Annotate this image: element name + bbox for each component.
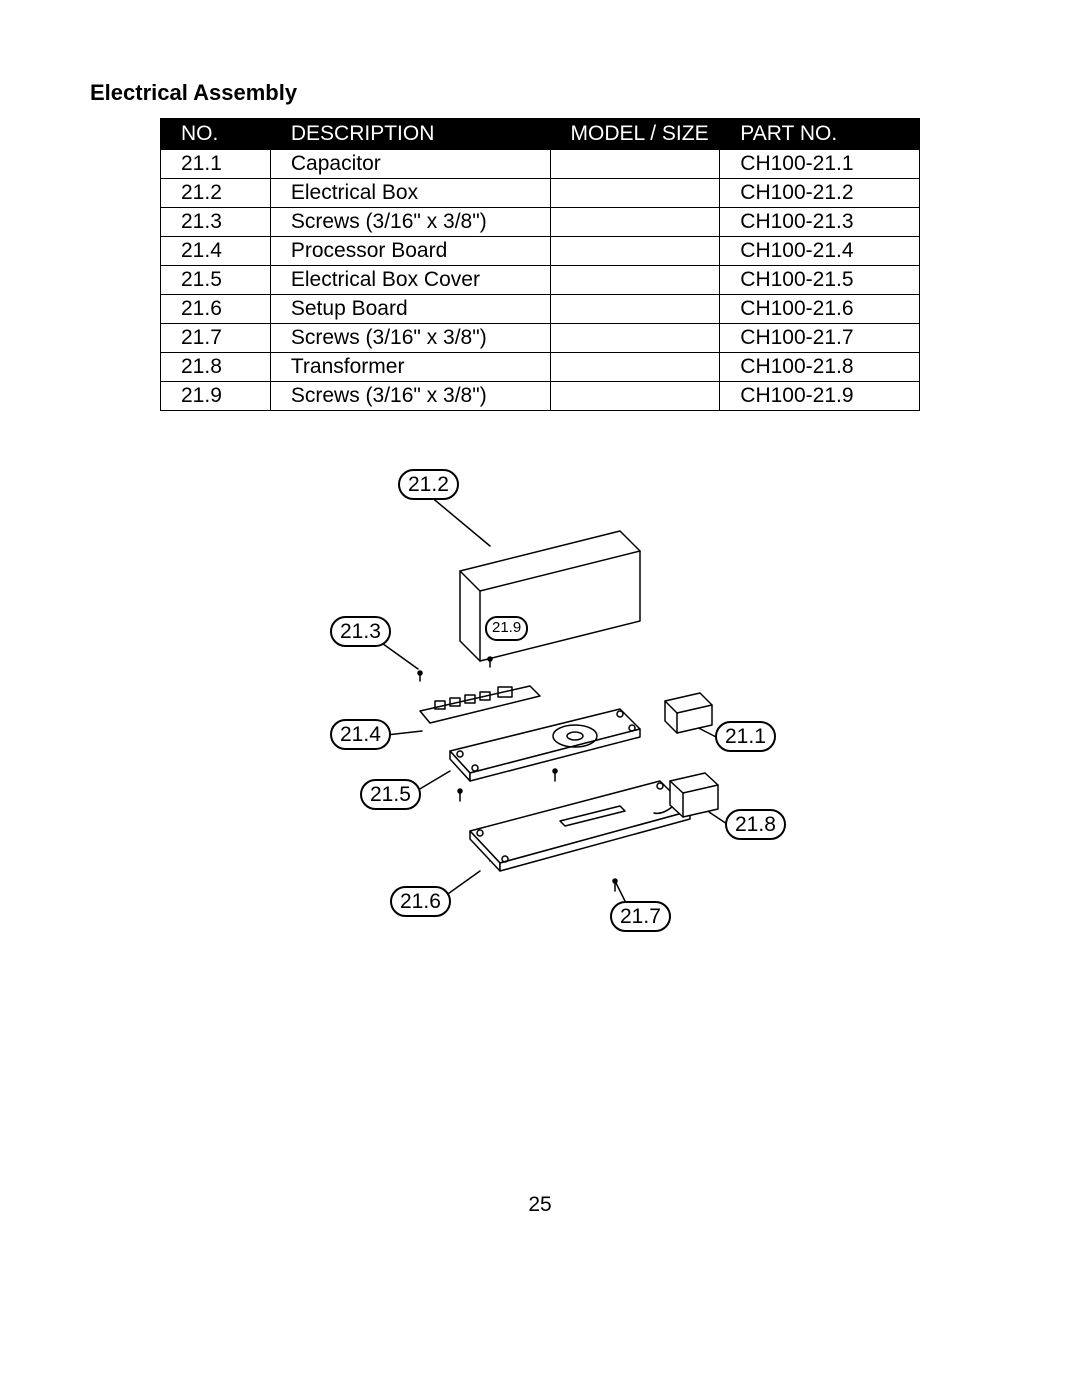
callout-214: 21.4 xyxy=(330,719,391,750)
callout-218: 21.8 xyxy=(725,809,786,840)
parts-table: NO. DESCRIPTION MODEL / SIZE PART NO. 21… xyxy=(160,118,920,411)
cell-desc: Processor Board xyxy=(270,237,550,266)
header-part: PART NO. xyxy=(720,119,920,150)
cell-model xyxy=(550,179,720,208)
header-desc: DESCRIPTION xyxy=(270,119,550,150)
table-row: 21.7 Screws (3/16" x 3/8") CH100-21.7 xyxy=(161,324,920,353)
cell-no: 21.3 xyxy=(161,208,271,237)
table-row: 21.8 Transformer CH100-21.8 xyxy=(161,353,920,382)
cell-no: 21.4 xyxy=(161,237,271,266)
cell-desc: Setup Board xyxy=(270,295,550,324)
cell-no: 21.8 xyxy=(161,353,271,382)
table-row: 21.9 Screws (3/16" x 3/8") CH100-21.9 xyxy=(161,382,920,411)
cell-desc: Electrical Box Cover xyxy=(270,266,550,295)
callout-216: 21.6 xyxy=(390,886,451,917)
table-row: 21.4 Processor Board CH100-21.4 xyxy=(161,237,920,266)
cell-model xyxy=(550,382,720,411)
callout-217: 21.7 xyxy=(610,901,671,932)
header-model: MODEL / SIZE xyxy=(550,119,720,150)
table-row: 21.5 Electrical Box Cover CH100-21.5 xyxy=(161,266,920,295)
table-row: 21.3 Screws (3/16" x 3/8") CH100-21.3 xyxy=(161,208,920,237)
cell-part: CH100-21.6 xyxy=(720,295,920,324)
cell-part: CH100-21.7 xyxy=(720,324,920,353)
cell-model xyxy=(550,295,720,324)
cell-part: CH100-21.3 xyxy=(720,208,920,237)
callout-213: 21.3 xyxy=(330,616,391,647)
callout-219: 21.9 xyxy=(485,616,528,641)
table-row: 21.2 Electrical Box CH100-21.2 xyxy=(161,179,920,208)
cell-model xyxy=(550,266,720,295)
cell-model xyxy=(550,353,720,382)
cell-desc: Screws (3/16" x 3/8") xyxy=(270,382,550,411)
header-no: NO. xyxy=(161,119,271,150)
cell-no: 21.1 xyxy=(161,150,271,179)
cell-desc: Capacitor xyxy=(270,150,550,179)
exploded-diagram: 21.2 21.3 21.9 21.4 21.5 21.6 21.7 21.1 … xyxy=(160,451,920,1011)
cell-part: CH100-21.1 xyxy=(720,150,920,179)
section-title: Electrical Assembly xyxy=(90,80,990,106)
callout-211: 21.1 xyxy=(715,721,776,752)
cell-no: 21.2 xyxy=(161,179,271,208)
cell-part: CH100-21.5 xyxy=(720,266,920,295)
cell-model xyxy=(550,150,720,179)
callout-212: 21.2 xyxy=(398,469,459,500)
cell-desc: Electrical Box xyxy=(270,179,550,208)
cell-desc: Screws (3/16" x 3/8") xyxy=(270,208,550,237)
diagram-svg xyxy=(160,451,920,1011)
callout-215: 21.5 xyxy=(360,779,421,810)
page-number: 25 xyxy=(0,1193,1080,1217)
cell-no: 21.6 xyxy=(161,295,271,324)
cell-no: 21.7 xyxy=(161,324,271,353)
cell-model xyxy=(550,237,720,266)
cell-no: 21.9 xyxy=(161,382,271,411)
cell-part: CH100-21.9 xyxy=(720,382,920,411)
cell-model xyxy=(550,208,720,237)
cell-no: 21.5 xyxy=(161,266,271,295)
table-row: 21.1 Capacitor CH100-21.1 xyxy=(161,150,920,179)
cell-desc: Screws (3/16" x 3/8") xyxy=(270,324,550,353)
table-row: 21.6 Setup Board CH100-21.6 xyxy=(161,295,920,324)
cell-part: CH100-21.2 xyxy=(720,179,920,208)
cell-model xyxy=(550,324,720,353)
cell-part: CH100-21.4 xyxy=(720,237,920,266)
cell-desc: Transformer xyxy=(270,353,550,382)
cell-part: CH100-21.8 xyxy=(720,353,920,382)
